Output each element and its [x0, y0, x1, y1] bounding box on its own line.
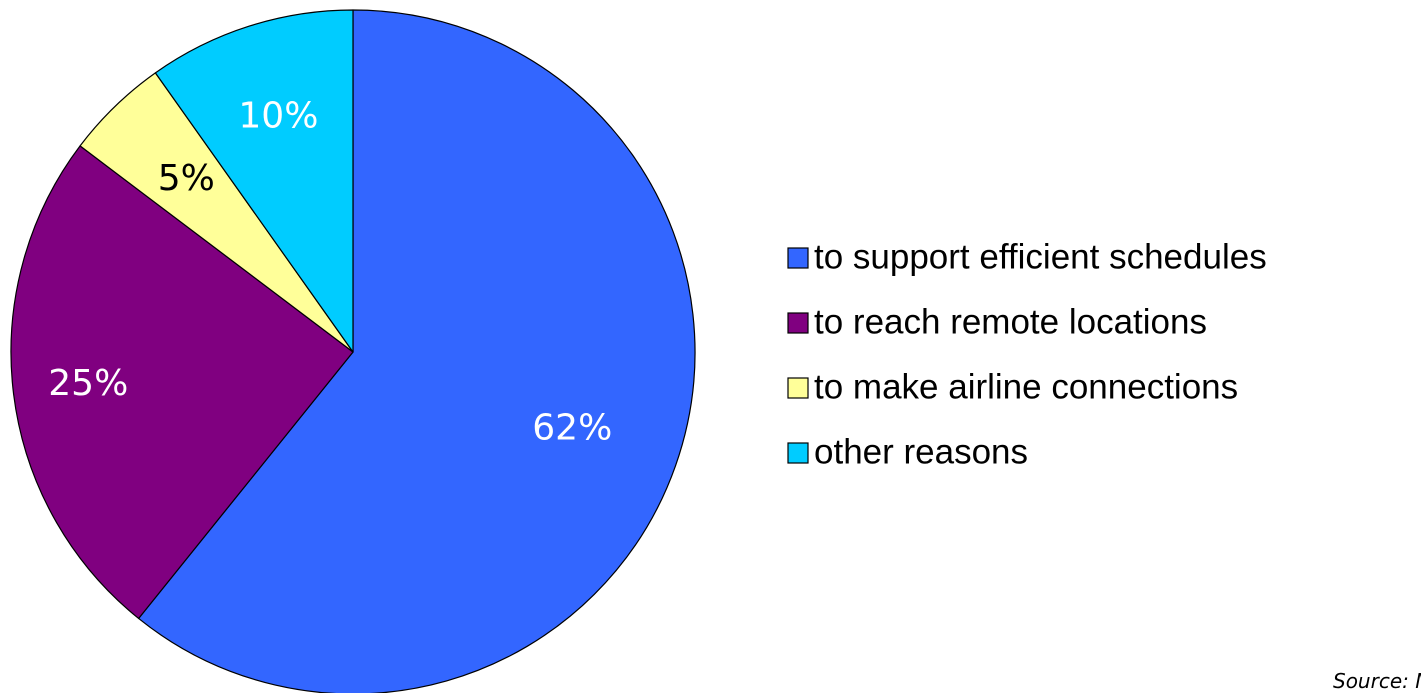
legend-swatch-other-reasons	[787, 442, 809, 464]
legend-swatch-to-make-airline-connections	[787, 377, 809, 399]
legend-label-to-reach-remote-locations: to reach remote locations	[814, 302, 1207, 341]
slice-value-label-to-support-efficient-schedules: 62%	[532, 407, 612, 448]
legend-label-other-reasons: other reasons	[814, 432, 1028, 471]
slice-value-label-to-make-airline-connections: 5%	[158, 158, 215, 199]
source-note: Source: N	[1333, 669, 1421, 693]
pie-slice-to-support-efficient-schedules	[137, 9, 696, 693]
slice-value-label-to-reach-remote-locations: 25%	[48, 363, 128, 404]
legend-swatch-to-reach-remote-locations	[787, 312, 809, 334]
pie-value-labels: 62% 25% 5% 10%	[48, 95, 612, 448]
legend-label-to-support-efficient-schedules: to support efficient schedules	[814, 237, 1267, 276]
slice-value-label-other-reasons: 10%	[238, 95, 318, 136]
legend: to support efficient schedules to reach r…	[787, 237, 1267, 471]
pie-slices	[10, 9, 696, 693]
legend-label-to-make-airline-connections: to make airline connections	[814, 367, 1238, 406]
pie-slice-to-reach-remote-locations	[10, 145, 354, 620]
pie-slice-other-reasons	[154, 9, 354, 353]
legend-swatch-to-support-efficient-schedules	[787, 247, 809, 269]
